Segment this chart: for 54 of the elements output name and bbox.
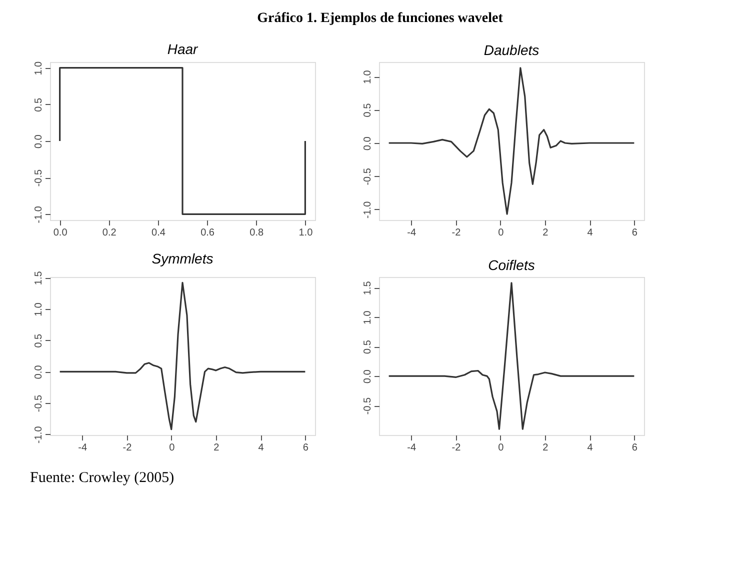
y-tick-label: 1.0 xyxy=(34,302,44,316)
source-note: Fuente: Crowley (2005) xyxy=(30,470,174,486)
chart-title: Daublets xyxy=(484,42,540,58)
x-tick-label: 4 xyxy=(587,228,594,238)
x-tick-label: 2 xyxy=(214,442,220,454)
x-tick-label: 0.6 xyxy=(200,228,215,238)
x-tick-label: 6 xyxy=(302,442,309,454)
x-tick-label: 0 xyxy=(169,442,176,454)
y-tick-label: 1.5 xyxy=(34,270,44,286)
y-tick-label: -0.5 xyxy=(362,396,374,415)
x-tick-label: -2 xyxy=(452,228,462,238)
y-tick-label: 0.5 xyxy=(34,333,44,348)
x-tick-label: 6 xyxy=(632,442,638,454)
chart-title: Symmlets xyxy=(152,250,214,267)
line-series xyxy=(388,282,635,430)
y-tick-label: 0.5 xyxy=(362,340,374,354)
x-tick-label: -4 xyxy=(78,442,88,454)
x-tick-label: 0.8 xyxy=(250,228,264,238)
y-tick-label: -1.0 xyxy=(34,206,44,224)
y-tick-label: 1.0 xyxy=(34,60,44,76)
x-tick-label: 0.0 xyxy=(53,228,68,238)
x-tick-label: 0.4 xyxy=(152,228,166,238)
x-tick-label: 4 xyxy=(587,442,594,454)
chart-title: Coiflets xyxy=(488,257,535,273)
x-tick-label: -4 xyxy=(407,228,416,238)
x-tick-label: 4 xyxy=(258,442,264,454)
text: Gráfico 1. Ejemplos de funciones wavelet xyxy=(257,11,504,26)
y-tick-label: 0.0 xyxy=(34,134,44,148)
x-tick-label: 0 xyxy=(498,228,504,238)
x-tick-label: 2 xyxy=(542,442,549,454)
x-tick-label: -4 xyxy=(407,442,416,454)
y-tick-label: 1.5 xyxy=(362,280,374,296)
line-series xyxy=(388,67,635,215)
x-tick-label: -2 xyxy=(452,442,462,454)
y-tick-label: -0.5 xyxy=(34,394,44,412)
y-tick-label: 1.0 xyxy=(362,310,374,325)
x-tick-label: 0 xyxy=(498,442,504,454)
x-tick-label: 6 xyxy=(632,228,638,238)
y-tick-label: 0.0 xyxy=(362,369,374,384)
y-tick-label: 0.5 xyxy=(34,98,44,112)
y-tick-label: 1.0 xyxy=(362,70,374,84)
chart-title: Haar xyxy=(167,40,200,57)
y-tick-label: 0.0 xyxy=(34,364,44,380)
x-tick-label: 1.0 xyxy=(298,228,314,238)
y-tick-label: 0.0 xyxy=(362,136,374,150)
x-tick-label: 0.2 xyxy=(102,228,117,238)
line-series xyxy=(59,282,306,430)
y-tick-label: -0.5 xyxy=(34,169,44,187)
y-tick-label: -1.0 xyxy=(362,200,374,218)
y-tick-label: -1.0 xyxy=(34,426,44,444)
y-tick-label: -0.5 xyxy=(362,168,374,186)
x-tick-label: 2 xyxy=(542,228,549,238)
x-tick-label: -2 xyxy=(122,442,132,454)
y-tick-label: 0.5 xyxy=(362,102,374,118)
